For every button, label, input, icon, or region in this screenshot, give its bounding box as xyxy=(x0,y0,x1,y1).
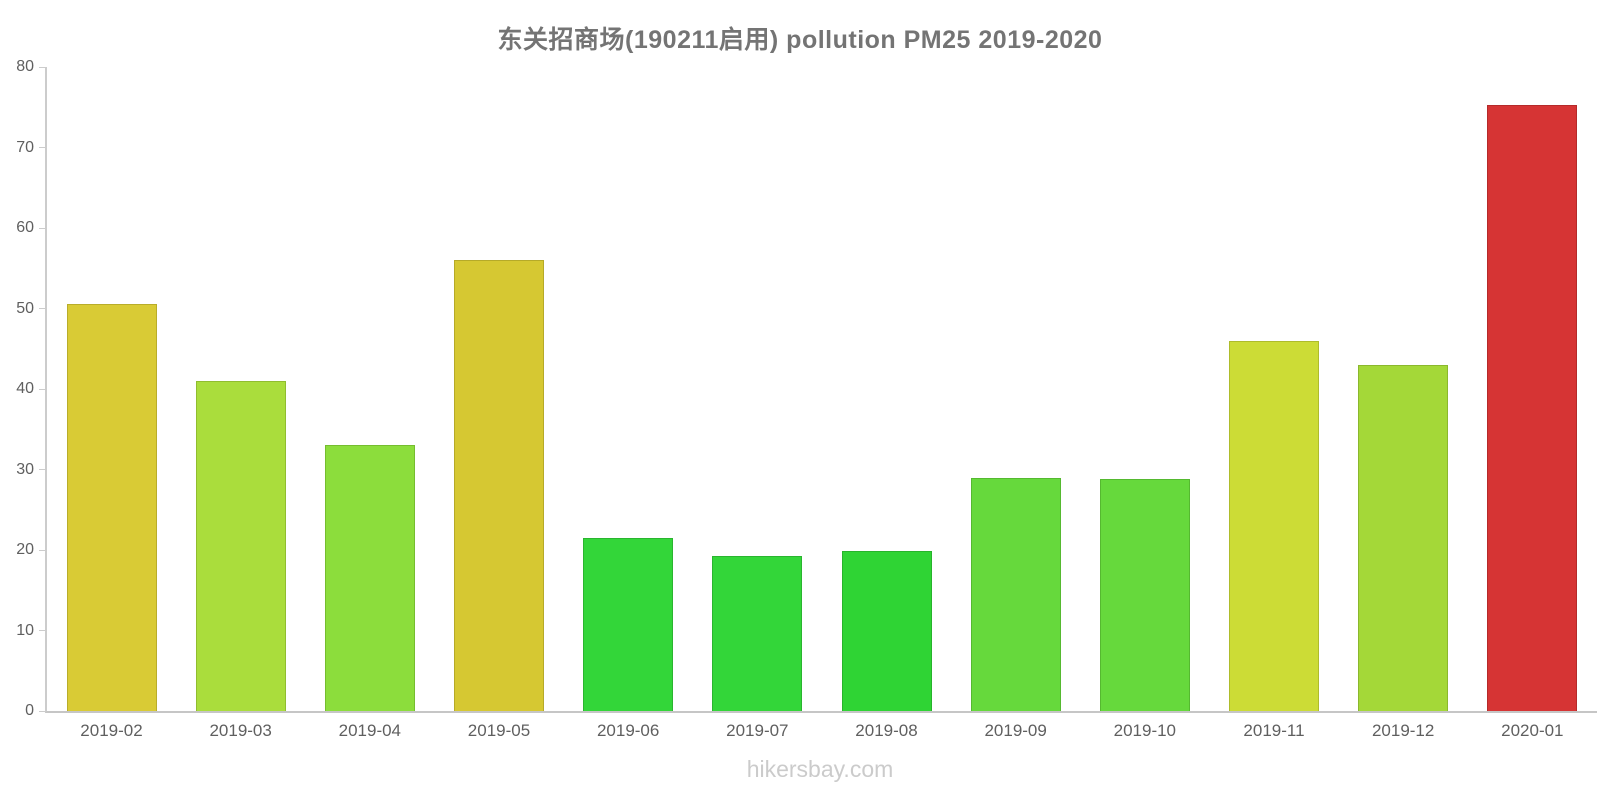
y-axis-label-10: 10 xyxy=(16,621,34,639)
y-axis-tick-60 xyxy=(39,227,45,229)
y-axis-label-20: 20 xyxy=(16,541,34,558)
y-axis-tick-70 xyxy=(39,147,45,148)
bar-2019-09[interactable] xyxy=(970,477,1061,711)
bar-2019-05[interactable] xyxy=(454,260,545,711)
bar-2019-08[interactable] xyxy=(841,550,932,711)
x-axis-label-2019-10: 2019-10 xyxy=(1113,721,1177,740)
chart-title: 东关招商场(190211启用) pollution PM25 2019-2020 xyxy=(497,26,1103,54)
bar-2019-04[interactable] xyxy=(324,445,415,711)
bar-2019-07[interactable] xyxy=(712,555,803,711)
x-axis-label-2019-07: 2019-07 xyxy=(726,721,789,740)
watermark-link: hikersbay.com xyxy=(746,756,894,782)
y-axis-tick-0 xyxy=(39,710,45,712)
x-axis-label-2019-05: 2019-05 xyxy=(467,721,531,740)
y-axis-tick-30 xyxy=(39,469,45,470)
y-axis-label-50: 50 xyxy=(16,299,34,317)
y-axis-label-30: 30 xyxy=(16,460,34,478)
y-axis-label-70: 70 xyxy=(16,138,34,156)
y-axis-tick-40 xyxy=(39,388,45,390)
y-axis-tick-10 xyxy=(39,630,45,631)
plot-area: 0 10 20 30 40 50 60 70 80 2019-02 2019-03 2019-04 20… xyxy=(16,59,1597,740)
bar-2019-10[interactable] xyxy=(1099,479,1190,711)
bar-2019-02[interactable] xyxy=(66,304,157,711)
y-axis-tick-80 xyxy=(39,66,45,68)
y-axis-label-40: 40 xyxy=(16,380,34,397)
x-axis-label-2019-11: 2019-11 xyxy=(1243,721,1305,740)
y-axis-label-60: 60 xyxy=(16,219,34,236)
x-axis-label-2019-06: 2019-06 xyxy=(596,721,660,740)
y-axis-tick-20 xyxy=(39,549,45,551)
bar-2020-01[interactable] xyxy=(1487,104,1578,711)
x-axis-label-2019-09: 2019-09 xyxy=(984,721,1047,740)
x-axis-label-2019-02: 2019-02 xyxy=(80,721,143,740)
x-axis-label-2019-08: 2019-08 xyxy=(855,721,918,740)
y-axis-label-0: 0 xyxy=(25,702,34,719)
y-axis-label-80: 80 xyxy=(16,58,34,75)
x-axis-label-2020-01: 2020-01 xyxy=(1501,721,1564,740)
bar-2019-11[interactable] xyxy=(1229,340,1320,711)
bar-2019-03[interactable] xyxy=(195,380,286,711)
y-axis-tick-50 xyxy=(39,308,45,309)
x-axis-label-2019-12: 2019-12 xyxy=(1371,721,1435,740)
x-axis-label-2019-03: 2019-03 xyxy=(209,721,272,740)
x-axis-label-2019-04: 2019-04 xyxy=(338,721,402,740)
bar-2019-06[interactable] xyxy=(583,537,674,711)
bar-2019-12[interactable] xyxy=(1358,364,1449,711)
